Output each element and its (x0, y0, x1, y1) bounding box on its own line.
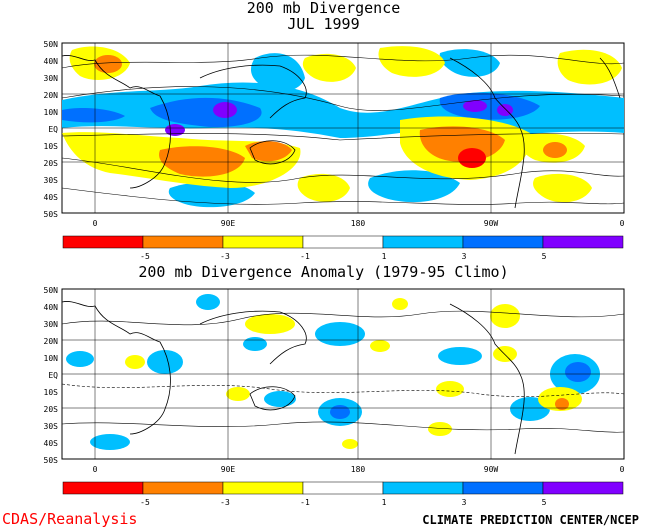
lat-label: 50N (44, 286, 59, 295)
lat-label: 50N (44, 40, 59, 49)
lon-label: 90E (221, 219, 236, 228)
lat-label: 20N (44, 337, 59, 346)
top-divergence-map: 50N 40N 30N 20N 10N EQ 10S 20S 30S 40S 5… (44, 40, 625, 228)
legend-tick-label: 3 (462, 252, 467, 261)
legend-swatch (542, 235, 624, 249)
lat-label: EQ (48, 125, 58, 134)
legend-swatches (62, 481, 624, 495)
lat-labels: 50N 40N 30N 20N 10N EQ 10S 20S 30S 40S 5… (44, 286, 59, 465)
top-subtitle-date: JUL 1999 (287, 15, 360, 33)
legend-tick-label: 5 (542, 498, 547, 507)
top-color-legend: -5 -3 -1 1 3 5 (62, 235, 624, 261)
lat-label: 20S (44, 405, 59, 414)
legend-tick-label: 5 (542, 252, 547, 261)
legend-swatch (382, 235, 464, 249)
legend-tick-label: -1 (300, 252, 310, 261)
lat-label: 20S (44, 159, 59, 168)
lon-label: 180 (351, 219, 366, 228)
lat-label: 40S (44, 193, 59, 202)
legend-tick-label: -3 (220, 252, 230, 261)
grid-lines (62, 43, 624, 213)
lon-label: 0 (93, 465, 98, 474)
lon-label: 90E (221, 465, 236, 474)
legend-swatch (222, 235, 304, 249)
legend-tick-label: -5 (140, 498, 150, 507)
legend-ticks: -5 -3 -1 1 3 5 (140, 498, 546, 507)
lat-label: 10N (44, 354, 59, 363)
lat-label: 30N (44, 320, 59, 329)
lon-label: 180 (351, 465, 366, 474)
legend-tick-label: 3 (462, 498, 467, 507)
lon-label: 90W (484, 465, 499, 474)
grid-lines (62, 289, 624, 459)
lon-label: 90W (484, 219, 499, 228)
footer-source-label: CDAS/Reanalysis (2, 510, 138, 528)
legend-swatch (462, 235, 544, 249)
lat-label: 30N (44, 74, 59, 83)
bottom-title: 200 mb Divergence Anomaly (1979-95 Climo… (138, 263, 509, 281)
legend-tick-label: 1 (382, 252, 387, 261)
lat-label: 40N (44, 303, 59, 312)
legend-ticks: -5 -3 -1 1 3 5 (140, 252, 546, 261)
contour-lines (61, 54, 625, 205)
legend-swatch (62, 481, 144, 495)
lat-label: 10N (44, 108, 59, 117)
legend-swatch (462, 481, 544, 495)
lat-label: 50S (44, 456, 59, 465)
legend-tick-label: 1 (382, 498, 387, 507)
lon-labels: 0 90E 180 90W 0 (93, 219, 625, 228)
legend-swatch (542, 481, 624, 495)
footer-credit-label: CLIMATE PREDICTION CENTER/NCEP (422, 513, 639, 527)
legend-tick-label: -1 (300, 498, 310, 507)
lon-label: 0 (93, 219, 98, 228)
legend-swatch (222, 481, 304, 495)
lat-labels: 50N 40N 30N 20N 10N EQ 10S 20S 30S 40S 5… (44, 40, 59, 219)
lat-label: 40N (44, 57, 59, 66)
lat-label: 10S (44, 388, 59, 397)
lat-label: EQ (48, 371, 58, 380)
lat-label: 30S (44, 176, 59, 185)
lat-label: 30S (44, 422, 59, 431)
lat-label: 50S (44, 210, 59, 219)
lat-label: 10S (44, 142, 59, 151)
lon-label: 0 (620, 465, 625, 474)
coastlines (61, 55, 621, 209)
legend-tick-label: -5 (140, 252, 150, 261)
legend-tick-label: -3 (220, 498, 230, 507)
lat-label: 20N (44, 91, 59, 100)
coastlines (61, 301, 525, 455)
legend-swatch (302, 235, 384, 249)
legend-swatch (382, 481, 464, 495)
top-title: 200 mb Divergence (246, 0, 401, 17)
fill-regions (62, 46, 624, 208)
legend-swatch (142, 481, 224, 495)
legend-swatch (62, 235, 144, 249)
lon-labels: 0 90E 180 90W 0 (93, 465, 625, 474)
legend-swatch (142, 235, 224, 249)
legend-swatches (62, 235, 624, 249)
bottom-anomaly-map: 50N 40N 30N 20N 10N EQ 10S 20S 30S 40S 5… (44, 286, 625, 474)
lon-label: 0 (620, 219, 625, 228)
lat-label: 40S (44, 439, 59, 448)
bottom-color-legend: -5 -3 -1 1 3 5 (62, 481, 624, 507)
legend-swatch (302, 481, 384, 495)
contour-lines (61, 310, 625, 433)
